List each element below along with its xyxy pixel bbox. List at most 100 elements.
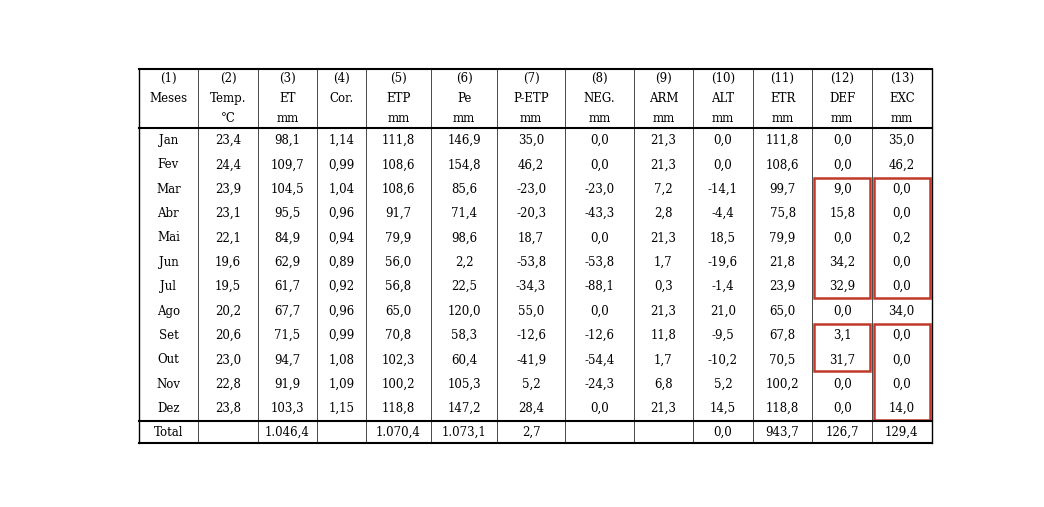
- Text: 21,3: 21,3: [650, 402, 677, 415]
- Text: 34,0: 34,0: [888, 305, 915, 317]
- Text: -53,8: -53,8: [516, 256, 546, 269]
- Text: -10,2: -10,2: [708, 353, 738, 367]
- Text: -88,1: -88,1: [585, 280, 614, 293]
- Text: Ago: Ago: [157, 305, 180, 317]
- Bar: [874, 324, 930, 420]
- Text: 58,3: 58,3: [451, 329, 477, 342]
- Text: 79,9: 79,9: [385, 232, 411, 244]
- Text: 0,0: 0,0: [833, 305, 852, 317]
- Text: 28,4: 28,4: [518, 402, 544, 415]
- Text: 60,4: 60,4: [451, 353, 477, 367]
- Text: 71,5: 71,5: [275, 329, 301, 342]
- Text: 7,2: 7,2: [655, 183, 672, 196]
- Text: 32,9: 32,9: [829, 280, 855, 293]
- Text: 75,8: 75,8: [769, 207, 796, 220]
- Text: 100,2: 100,2: [382, 378, 416, 391]
- Text: 31,7: 31,7: [829, 353, 855, 367]
- Text: 22,8: 22,8: [215, 378, 241, 391]
- Text: 0,0: 0,0: [893, 280, 911, 293]
- Text: (6): (6): [456, 72, 473, 85]
- Text: 23,0: 23,0: [215, 353, 241, 367]
- Text: 146,9: 146,9: [447, 134, 481, 147]
- Text: 126,7: 126,7: [826, 426, 859, 439]
- Text: 3,1: 3,1: [833, 329, 852, 342]
- Text: 0,0: 0,0: [893, 329, 911, 342]
- Text: (3): (3): [279, 72, 295, 85]
- Text: 67,8: 67,8: [769, 329, 796, 342]
- Text: 67,7: 67,7: [275, 305, 301, 317]
- Text: -9,5: -9,5: [712, 329, 734, 342]
- Text: 11,8: 11,8: [650, 329, 677, 342]
- Text: -53,8: -53,8: [585, 256, 615, 269]
- Text: 70,5: 70,5: [769, 353, 796, 367]
- Text: (11): (11): [770, 72, 794, 85]
- Bar: [814, 178, 871, 298]
- Text: 111,8: 111,8: [382, 134, 416, 147]
- Text: 0,99: 0,99: [328, 158, 355, 171]
- Text: Set: Set: [159, 329, 179, 342]
- Text: 0,2: 0,2: [893, 232, 911, 244]
- Text: 46,2: 46,2: [518, 158, 544, 171]
- Text: 108,6: 108,6: [766, 158, 800, 171]
- Bar: [814, 324, 871, 371]
- Text: -14,1: -14,1: [708, 183, 738, 196]
- Text: 129,4: 129,4: [885, 426, 919, 439]
- Text: 102,3: 102,3: [382, 353, 416, 367]
- Text: -34,3: -34,3: [516, 280, 546, 293]
- Text: 154,8: 154,8: [447, 158, 481, 171]
- Text: 85,6: 85,6: [451, 183, 477, 196]
- Text: Fev: Fev: [158, 158, 179, 171]
- Text: 18,5: 18,5: [710, 232, 736, 244]
- Text: 1,7: 1,7: [655, 256, 672, 269]
- Text: 2,7: 2,7: [522, 426, 541, 439]
- Text: 0,0: 0,0: [590, 305, 609, 317]
- Text: 91,7: 91,7: [385, 207, 411, 220]
- Text: 20,6: 20,6: [215, 329, 241, 342]
- Text: (10): (10): [711, 72, 735, 85]
- Text: 56,0: 56,0: [385, 256, 411, 269]
- Text: Abr: Abr: [158, 207, 180, 220]
- Text: (4): (4): [333, 72, 350, 85]
- Text: 108,6: 108,6: [382, 158, 416, 171]
- Text: Jun: Jun: [159, 256, 179, 269]
- Text: 65,0: 65,0: [385, 305, 411, 317]
- Text: 34,2: 34,2: [829, 256, 855, 269]
- Text: Jul: Jul: [161, 280, 176, 293]
- Bar: [874, 178, 930, 298]
- Text: 108,6: 108,6: [382, 183, 416, 196]
- Text: 1,08: 1,08: [329, 353, 354, 367]
- Text: -41,9: -41,9: [516, 353, 546, 367]
- Text: Mai: Mai: [157, 232, 180, 244]
- Text: 18,7: 18,7: [518, 232, 544, 244]
- Text: (13): (13): [889, 72, 914, 85]
- Text: 35,0: 35,0: [888, 134, 915, 147]
- Text: 21,3: 21,3: [650, 158, 677, 171]
- Text: EXC: EXC: [888, 92, 915, 105]
- Text: 61,7: 61,7: [275, 280, 301, 293]
- Text: ETR: ETR: [769, 92, 796, 105]
- Text: Meses: Meses: [149, 92, 188, 105]
- Text: 0,0: 0,0: [893, 207, 911, 220]
- Text: 94,7: 94,7: [275, 353, 301, 367]
- Text: 104,5: 104,5: [270, 183, 305, 196]
- Text: Pe: Pe: [457, 92, 471, 105]
- Text: ETP: ETP: [386, 92, 410, 105]
- Text: mm: mm: [277, 112, 299, 125]
- Text: 23,8: 23,8: [215, 402, 241, 415]
- Text: 71,4: 71,4: [451, 207, 477, 220]
- Text: 1.070,4: 1.070,4: [376, 426, 421, 439]
- Text: 1,15: 1,15: [329, 402, 354, 415]
- Text: -20,3: -20,3: [516, 207, 546, 220]
- Text: Nov: Nov: [157, 378, 181, 391]
- Text: Jan: Jan: [159, 134, 179, 147]
- Text: 22,5: 22,5: [451, 280, 477, 293]
- Text: (7): (7): [523, 72, 540, 85]
- Text: 55,0: 55,0: [518, 305, 544, 317]
- Text: mm: mm: [772, 112, 793, 125]
- Text: 2,2: 2,2: [455, 256, 473, 269]
- Text: mm: mm: [453, 112, 475, 125]
- Text: 14,0: 14,0: [888, 402, 915, 415]
- Text: 105,3: 105,3: [447, 378, 481, 391]
- Text: 23,9: 23,9: [769, 280, 796, 293]
- Text: -23,0: -23,0: [516, 183, 546, 196]
